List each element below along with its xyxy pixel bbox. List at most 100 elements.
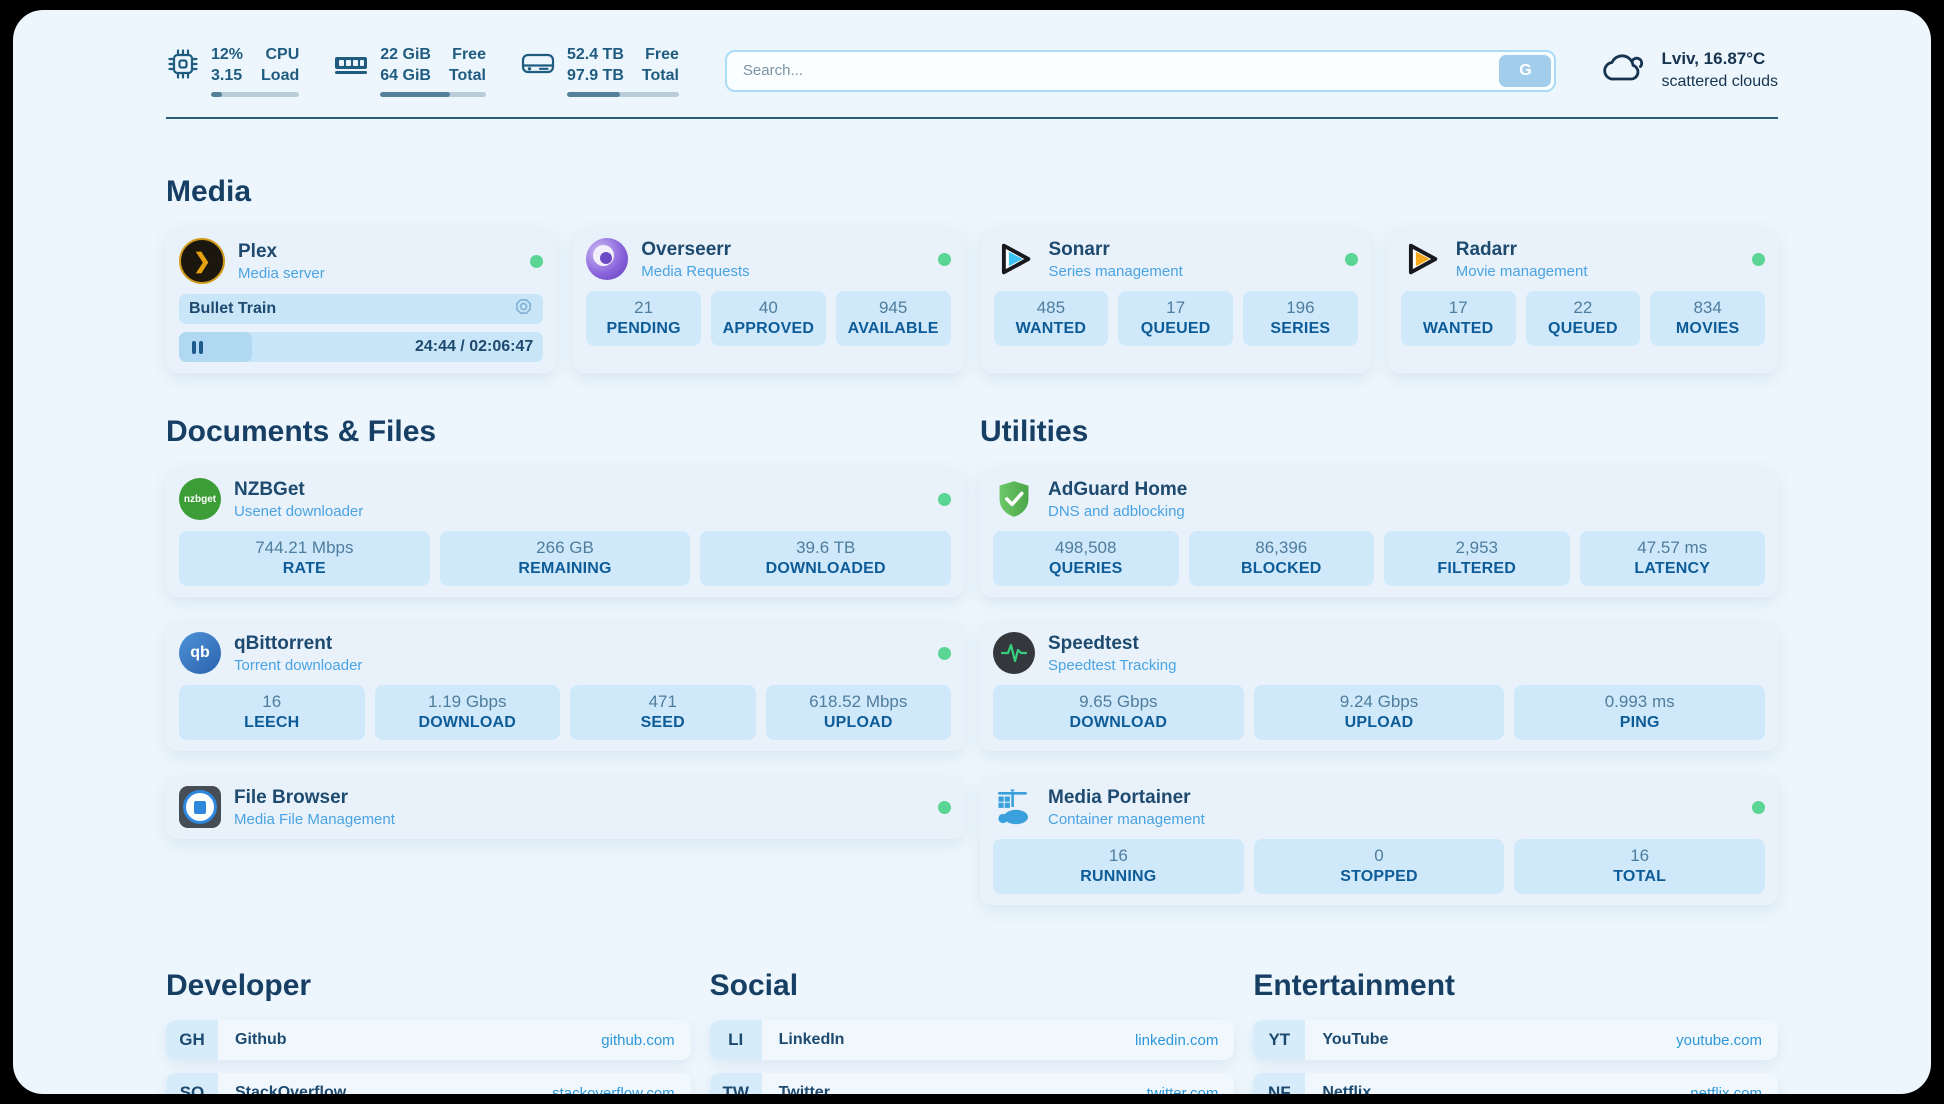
disk-total-label: Total: [641, 67, 679, 85]
now-playing-title: Bullet Train: [189, 300, 277, 318]
plex-logo-icon: ❯: [179, 238, 225, 285]
stat-box: 39.6 TB DOWNLOADED: [700, 531, 952, 587]
app-name: File Browser: [234, 786, 349, 808]
link-row-twitter[interactable]: TW Twitter twitter.com: [709, 1073, 1235, 1094]
app-name: Sonarr: [1048, 238, 1110, 260]
stat-box: 9.65 Gbps DOWNLOAD: [993, 685, 1244, 741]
app-description: Series management: [1048, 262, 1183, 280]
dashboard-window: 12% 3.15 CPU Load: [13, 10, 1931, 1094]
status-online-dot: [1752, 252, 1765, 266]
app-name: Overseerr: [641, 238, 732, 260]
ram-free-value: 22 GiB: [380, 46, 431, 63]
cpu-load-label: Load: [261, 67, 300, 85]
adguard-home-card[interactable]: AdGuard Home DNS and adblocking 498,508 Q…: [980, 467, 1778, 598]
file-browser-card[interactable]: File Browser Media File Management: [166, 775, 964, 840]
link-badge: YT: [1253, 1020, 1306, 1061]
link-row-github[interactable]: GH Github github.com: [166, 1020, 691, 1061]
link-badge: GH: [166, 1020, 218, 1061]
link-url[interactable]: linkedin.com: [1134, 1031, 1219, 1049]
link-row-stackoverflow[interactable]: SO StackOverflow stackoverflow.com: [166, 1073, 691, 1094]
disk-total-value: 97.9 TB: [566, 67, 624, 85]
link-url[interactable]: twitter.com: [1146, 1084, 1219, 1094]
app-description: DNS and adblocking: [1048, 502, 1185, 520]
qbittorrent-logo-icon: qb: [179, 632, 221, 675]
stat-box: 498,508 QUERIES: [993, 531, 1179, 587]
radarr-card[interactable]: Radarr Movie management 17 WANTED 22 QUEUE…: [1387, 227, 1778, 374]
radarr-logo-icon: [1401, 238, 1443, 280]
link-name: StackOverflow: [235, 1084, 347, 1094]
stat-box: 196 SERIES: [1243, 291, 1358, 347]
ram-progress-bar: [380, 92, 486, 98]
cpu-usage-value: 12%: [211, 46, 244, 63]
app-description: Torrent downloader: [234, 656, 363, 674]
weather-widget: Lviv, 16.87°C scattered clouds: [1602, 48, 1778, 93]
qbittorrent-card[interactable]: qb qBittorrent Torrent downloader 16 LEEC…: [166, 621, 964, 752]
stat-box: 47.57 ms LATENCY: [1579, 531, 1765, 587]
hard-drive-icon: [520, 47, 556, 86]
stat-box: 945 AVAILABLE: [835, 291, 951, 347]
stat-box: 1.19 Gbps DOWNLOAD: [374, 685, 560, 741]
cpu-load-value: 3.15: [211, 67, 243, 85]
disk-progress-fill: [566, 92, 620, 98]
sonarr-card[interactable]: Sonarr Series management 485 WANTED 17 QUE…: [980, 227, 1371, 374]
ram-module-icon: [333, 47, 369, 86]
stat-box: 2,953 FILTERED: [1384, 531, 1570, 587]
link-name: Netflix: [1322, 1084, 1372, 1094]
top-bar: 12% 3.15 CPU Load: [166, 44, 1778, 98]
app-name: Radarr: [1455, 238, 1517, 260]
search-engine-button[interactable]: G: [1499, 54, 1552, 87]
app-description: Movie management: [1455, 262, 1588, 280]
stat-box: 21 PENDING: [586, 291, 701, 347]
link-row-netflix[interactable]: NF Netflix netflix.com: [1253, 1073, 1778, 1094]
developer-section-title: Developer: [166, 969, 312, 1003]
app-name: qBittorrent: [234, 632, 333, 654]
disk-free-label: Free: [645, 46, 679, 63]
app-name: NZBGet: [234, 478, 305, 500]
search-input[interactable]: [724, 49, 1557, 92]
gear-icon[interactable]: [514, 297, 533, 321]
cpu-chip-icon: [166, 47, 200, 86]
app-description: Media server: [238, 264, 325, 282]
overseerr-card[interactable]: Overseerr Media Requests 21 PENDING 40 APP…: [573, 227, 964, 374]
stat-box: 16 TOTAL: [1514, 839, 1766, 895]
link-row-linkedin[interactable]: LI LinkedIn linkedin.com: [709, 1020, 1235, 1061]
file-browser-logo-icon: [179, 786, 221, 829]
stat-box: 86,396 BLOCKED: [1188, 531, 1374, 587]
stat-box: 471 SEED: [570, 685, 756, 741]
stat-box: 618.52 Mbps UPLOAD: [765, 685, 951, 741]
stat-box: 485 WANTED: [993, 291, 1109, 347]
status-online-dot: [530, 254, 544, 268]
playback-progress-bar: 24:44 / 02:06:47: [179, 332, 544, 363]
app-name: AdGuard Home: [1048, 478, 1188, 500]
app-description: Usenet downloader: [234, 502, 364, 520]
playback-time: 24:44 / 02:06:47: [414, 338, 534, 356]
dashboard-container: 12% 3.15 CPU Load: [166, 10, 1778, 1094]
cloud-icon: [1602, 49, 1648, 92]
weather-condition: scattered clouds: [1661, 73, 1778, 91]
disk-free-value: 52.4 TB: [566, 46, 624, 63]
nzbget-logo-icon: nzbget: [179, 478, 221, 521]
nzbget-card[interactable]: nzbget NZBGet Usenet downloader 744.21 M…: [166, 467, 964, 598]
stat-box: 0 STOPPED: [1253, 839, 1505, 895]
link-row-youtube[interactable]: YT YouTube youtube.com: [1253, 1020, 1778, 1061]
cpu-progress-bar: [211, 92, 300, 98]
app-description: Media File Management: [234, 810, 395, 828]
overseerr-logo-icon: [586, 238, 629, 281]
sonarr-logo-icon: [994, 238, 1036, 280]
social-section: Social LI LinkedIn linkedin.com TW Twitt…: [709, 969, 1235, 1094]
documents-section: Documents & Files nzbget NZBGet Usenet d…: [166, 415, 964, 905]
link-url[interactable]: youtube.com: [1676, 1031, 1762, 1049]
cpu-metric: 12% 3.15 CPU Load: [166, 44, 300, 98]
stat-box: 834 MOVIES: [1650, 291, 1765, 347]
link-url[interactable]: github.com: [601, 1031, 675, 1049]
plex-card[interactable]: ❯ Plex Media server Bullet Train: [166, 227, 557, 374]
app-description: Media Requests: [641, 262, 750, 280]
media-portainer-card[interactable]: Media Portainer Container management 16 R…: [980, 775, 1778, 906]
link-url[interactable]: netflix.com: [1690, 1084, 1762, 1094]
developer-section: Developer GH Github github.com SO StackO…: [166, 969, 691, 1094]
ram-total-label: Total: [448, 67, 486, 85]
pause-icon[interactable]: [192, 340, 203, 354]
speedtest-card[interactable]: Speedtest Speedtest Tracking 9.65 Gbps DO…: [980, 621, 1778, 752]
cpu-progress-fill: [211, 92, 223, 98]
link-url[interactable]: stackoverflow.com: [552, 1084, 675, 1094]
